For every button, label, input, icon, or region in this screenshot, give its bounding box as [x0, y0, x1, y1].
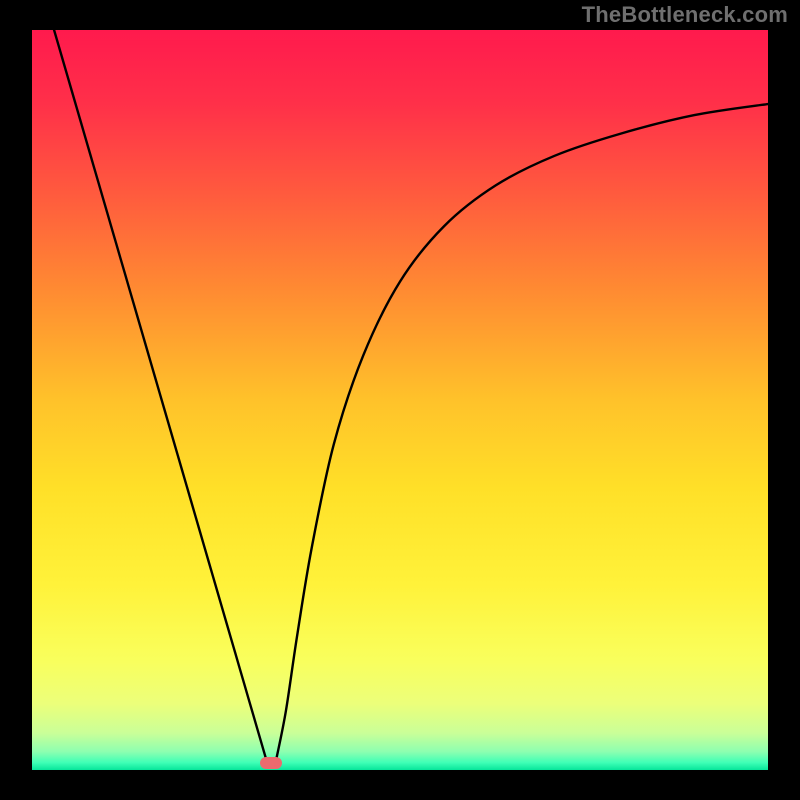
- curve-layer: [32, 30, 768, 770]
- watermark-text: TheBottleneck.com: [582, 2, 788, 28]
- optimum-marker: [260, 757, 282, 769]
- plot-area: [32, 30, 768, 770]
- bottleneck-curve: [54, 30, 768, 759]
- chart-frame: TheBottleneck.com: [0, 0, 800, 800]
